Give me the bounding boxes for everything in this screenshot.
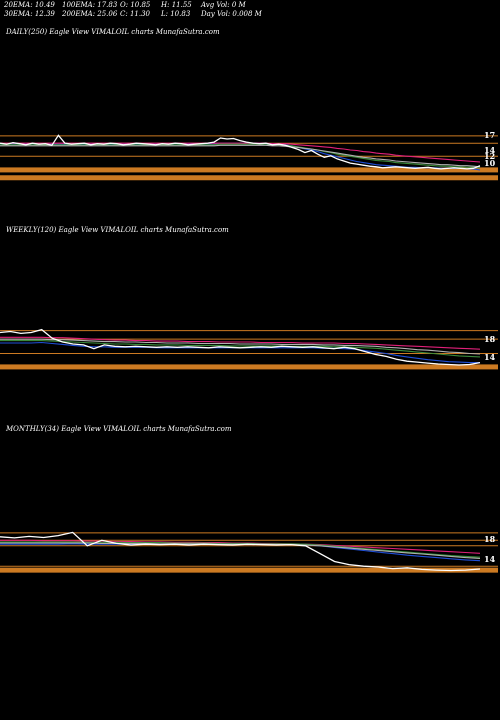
weekly-chart-title: WEEKLY(120) Eagle View VIMALOIL charts M… <box>6 226 229 234</box>
avg-vol-stat: Avg Vol: 0 M <box>201 1 246 9</box>
monthly-y-tick-label: 14 <box>484 554 496 564</box>
weekly-thick-band-0 <box>0 364 498 370</box>
daily-y-tick-label: 17 <box>484 130 495 140</box>
weekly-series-ema_green <box>0 340 481 358</box>
daily-y-tick-label: 12 <box>484 151 495 161</box>
weekly-series-ema_magenta <box>0 336 481 350</box>
monthly-thick-band-0 <box>0 567 498 573</box>
ema200-stat: 200EMA: 25.06 <box>62 10 118 18</box>
weekly-y-tick-label: 14 <box>484 352 496 362</box>
daily-series-ema_grey <box>0 144 481 168</box>
close-stat: C: 11.30 <box>120 10 150 18</box>
monthly-chart-panel: MONTHLY(34) Eagle View VIMALOIL charts M… <box>0 425 500 615</box>
weekly-chart-panel: WEEKLY(120) Eagle View VIMALOIL charts M… <box>0 226 500 416</box>
daily-chart-title: DAILY(250) Eagle View VIMALOIL charts Mu… <box>6 28 220 36</box>
open-stat: O: 10.85 <box>120 1 151 9</box>
ema30-stat: 30EMA: 12.39 <box>4 10 55 18</box>
weekly-series-ema_grey <box>0 338 481 355</box>
weekly-y-tick-label: 18 <box>484 334 496 344</box>
daily-series-price <box>0 134 481 170</box>
high-stat: H: 11.55 <box>161 1 192 9</box>
daily-thick-band-1 <box>0 175 498 181</box>
low-stat: L: 10.83 <box>161 10 191 18</box>
daily-y-tick-label: 10 <box>484 158 496 168</box>
weekly-series-price <box>0 328 481 366</box>
daily-thick-band-0 <box>0 167 498 173</box>
monthly-chart-title: MONTHLY(34) Eagle View VIMALOIL charts M… <box>6 425 232 433</box>
monthly-y-tick-label: 18 <box>484 534 496 544</box>
monthly-series-ema_green <box>0 541 481 558</box>
daily-chart-panel: DAILY(250) Eagle View VIMALOIL charts Mu… <box>0 28 500 218</box>
daily-series-ema_green <box>0 143 481 169</box>
ema100-stat: 100EMA: 17.83 <box>62 1 118 9</box>
ema20-stat: 20EMA: 10.49 <box>4 1 55 9</box>
monthly-series-price <box>0 531 481 572</box>
daily-y-tick-label: 14 <box>484 145 496 155</box>
day-vol-stat: Day Vol: 0.008 M <box>201 10 262 18</box>
stats-header: 20EMA: 10.49 100EMA: 17.83 O: 10.85 H: 1… <box>0 0 500 22</box>
